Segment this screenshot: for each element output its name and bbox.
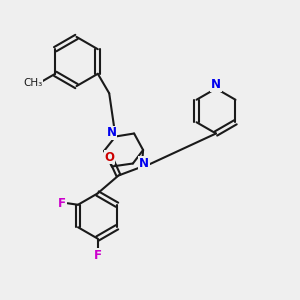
Text: F: F bbox=[94, 249, 101, 262]
Text: CH₃: CH₃ bbox=[24, 78, 43, 88]
Text: O: O bbox=[104, 151, 115, 164]
Text: N: N bbox=[139, 157, 149, 170]
Text: N: N bbox=[211, 78, 221, 92]
Text: F: F bbox=[58, 197, 66, 210]
Text: N: N bbox=[106, 126, 117, 140]
